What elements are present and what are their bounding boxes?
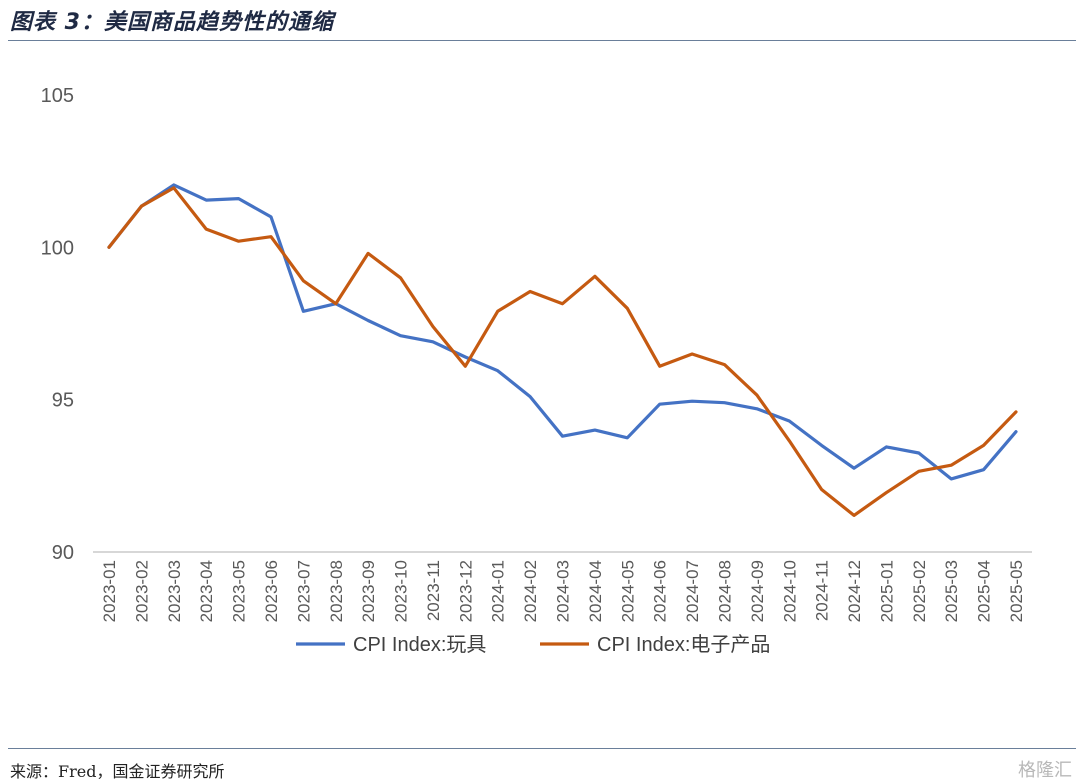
x-tick-label: 2024-07 xyxy=(683,560,702,622)
footer-divider xyxy=(8,748,1076,749)
x-tick-label: 2024-09 xyxy=(748,560,767,622)
x-tick-label: 2025-05 xyxy=(1007,560,1026,622)
x-tick-label: 2024-03 xyxy=(554,560,573,622)
series-lines xyxy=(107,183,1018,517)
x-tick-label: 2023-04 xyxy=(197,560,216,622)
x-tick-label: 2023-02 xyxy=(132,560,151,622)
y-axis-ticks: 90 95 100 105 xyxy=(41,85,74,564)
series-line-toys xyxy=(107,183,1018,481)
x-tick-label: 2025-04 xyxy=(975,560,994,622)
y-tick-label: 105 xyxy=(41,85,74,107)
chart-title: 图表 3：美国商品趋势性的通缩 xyxy=(10,10,334,35)
x-tick-label: 2025-01 xyxy=(877,560,896,622)
x-tick-label: 2023-09 xyxy=(359,560,378,622)
x-tick-label: 2025-03 xyxy=(942,560,961,622)
x-tick-label: 2024-01 xyxy=(489,560,508,622)
x-tick-label: 2024-11 xyxy=(813,560,832,621)
x-tick-label: 2024-05 xyxy=(618,560,637,622)
y-tick-label: 100 xyxy=(41,237,74,259)
y-tick-label: 90 xyxy=(52,542,74,564)
watermark: 格隆汇 xyxy=(1018,760,1072,781)
x-axis-ticks: 2023-01 2023-02 2023-03 2023-04 2023-05 2023-… xyxy=(100,560,1026,622)
x-tick-label: 2023-03 xyxy=(165,560,184,622)
x-tick-label: 2023-01 xyxy=(100,560,119,622)
source-note: 来源：Fred，国金证券研究所 xyxy=(10,762,225,781)
x-tick-label: 2024-04 xyxy=(586,560,605,622)
series-line-electronics xyxy=(107,186,1018,517)
x-tick-label: 2023-08 xyxy=(327,560,346,622)
x-tick-label: 2024-08 xyxy=(715,560,734,622)
legend-label-toys: CPI Index:玩具 xyxy=(353,634,486,656)
title-divider xyxy=(8,40,1076,41)
x-tick-label: 2023-11 xyxy=(424,560,443,621)
x-tick-label: 2023-06 xyxy=(262,560,281,622)
y-tick-label: 95 xyxy=(52,390,74,412)
x-tick-label: 2024-02 xyxy=(521,560,540,622)
x-tick-label: 2024-06 xyxy=(651,560,670,622)
x-tick-label: 2024-10 xyxy=(780,560,799,622)
x-tick-label: 2023-07 xyxy=(294,560,313,622)
x-tick-label: 2023-12 xyxy=(456,560,475,622)
x-tick-label: 2023-10 xyxy=(392,560,411,622)
legend-label-electronics: CPI Index:电子产品 xyxy=(597,633,770,656)
x-tick-label: 2024-12 xyxy=(845,560,864,622)
legend: CPI Index:玩具 CPI Index:电子产品 xyxy=(296,633,770,656)
x-tick-label: 2025-02 xyxy=(910,560,929,622)
x-tick-label: 2023-05 xyxy=(230,560,249,622)
